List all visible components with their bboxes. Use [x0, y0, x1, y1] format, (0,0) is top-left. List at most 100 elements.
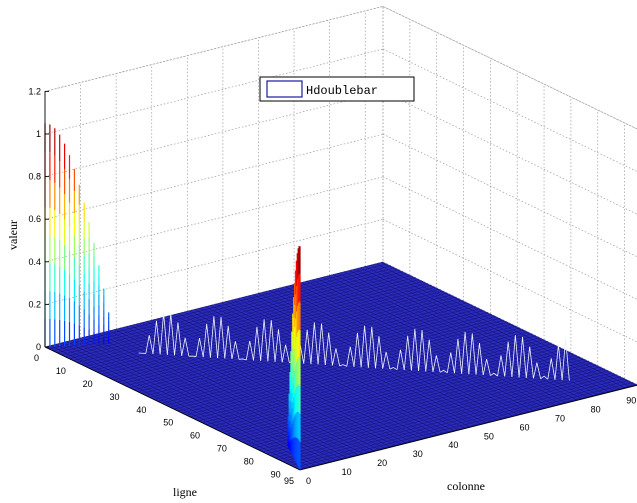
y-tick-label: 10: [342, 467, 352, 477]
floor-mesh-line: [285, 286, 541, 410]
floor-mesh-line: [226, 301, 482, 425]
floor-mesh-line: [197, 335, 537, 422]
floor-mesh-line: [119, 327, 375, 452]
floor-mesh-line: [254, 362, 593, 449]
z-tick-label: 1.2: [28, 86, 41, 96]
floor-mesh-line: [258, 364, 597, 451]
ripple-mark: [174, 322, 183, 356]
floor-mesh-line: [52, 265, 392, 352]
floor-mesh-line: [279, 287, 535, 412]
z-tick-label: 0: [36, 342, 41, 352]
floor-mesh-line: [222, 347, 561, 433]
x-tick-label: 95: [284, 476, 294, 486]
floor-mesh-line: [269, 290, 525, 414]
floor-mesh-line: [193, 333, 533, 420]
ripple-mark: [475, 343, 484, 376]
floor-mesh-line: [185, 329, 524, 416]
x-axis-label: ligne: [173, 485, 197, 499]
floor-mesh-line: [130, 325, 386, 449]
floor-mesh-line: [81, 279, 420, 365]
floor-mesh-line: [290, 380, 629, 466]
floor-mesh-line: [246, 358, 585, 445]
z-gridline: [382, 6, 637, 130]
x-tick-label: 20: [83, 379, 93, 389]
ripple-mark: [411, 328, 419, 371]
floor-mesh-line: [157, 316, 496, 402]
floor-mesh-line: [381, 262, 637, 386]
floor-mesh-line: [215, 303, 471, 428]
ripple-mark: [267, 320, 276, 362]
y-tick-label: 70: [555, 413, 565, 423]
floor-mesh-line: [306, 281, 562, 405]
y-axis-line: [299, 384, 637, 471]
legend: Hdoublebar: [259, 76, 415, 102]
floor-mesh-line: [140, 322, 397, 447]
ripple-mark: [217, 316, 226, 359]
floor-mesh-line: [286, 378, 625, 464]
ripple-mark: [145, 335, 154, 354]
floor-mesh-line: [242, 297, 498, 421]
z-gridline: [382, 219, 637, 343]
floor-mesh-line: [282, 376, 621, 462]
floor-mesh-line: [161, 318, 500, 404]
ripple-mark: [152, 320, 161, 355]
ripple-mark: [561, 338, 570, 381]
floor-mesh-line: [173, 323, 512, 410]
ripple-mark: [310, 322, 319, 365]
x-tick-label: 40: [136, 405, 146, 415]
floor-mesh-line: [201, 337, 541, 423]
ripple-mark: [202, 323, 211, 358]
ripple-mark: [166, 313, 175, 356]
ripple-mark: [332, 348, 341, 366]
ripple-mark: [439, 369, 448, 374]
ripple-mark: [159, 312, 168, 355]
ripple-mark: [360, 325, 369, 368]
surface-floor: [44, 261, 637, 471]
floor-mesh-line: [69, 273, 408, 359]
floor-mesh-line: [359, 267, 615, 392]
ripple-mark: [303, 329, 312, 365]
ripple-mark: [181, 337, 190, 357]
z-gridline: [382, 48, 637, 172]
z-tick-label: 0.6: [28, 214, 41, 224]
x-tick-label: 30: [110, 392, 120, 402]
floor-mesh-line: [181, 327, 520, 414]
floor-mesh-line: [237, 298, 493, 422]
ripple-mark: [245, 340, 254, 361]
ripple-mark: [504, 341, 513, 377]
floor-mesh-line: [204, 306, 461, 430]
floor-mesh-line: [210, 305, 466, 429]
floor-mesh-line: [274, 372, 613, 458]
floor-mesh-line: [109, 292, 448, 379]
surface-spikes: [44, 123, 301, 470]
z-axis-label: valeur: [6, 220, 20, 250]
ripple-mark: [446, 352, 455, 374]
x-tick-label: 0: [34, 353, 39, 363]
z-gridline: [382, 176, 637, 300]
floor-mesh-line: [189, 331, 529, 418]
x-tick-label: 60: [190, 431, 200, 441]
ripple-mark: [533, 362, 542, 379]
ripple-mark: [468, 333, 477, 375]
ripple-mark: [324, 332, 333, 366]
floor-mesh-line: [178, 313, 434, 437]
floor-mesh-line: [121, 298, 460, 385]
floor-mesh-line: [317, 278, 573, 402]
floor-mesh-line: [113, 294, 452, 381]
ripple-mark: [260, 319, 269, 362]
floor-mesh-line: [92, 334, 349, 459]
floor-mesh-line: [65, 271, 404, 357]
floor-mesh-line: [89, 283, 428, 369]
floor-mesh-line: [98, 333, 354, 457]
floor-mesh-line: [73, 275, 412, 361]
z-gridline: [44, 91, 384, 177]
floor-mesh-line: [61, 269, 400, 356]
floor-mesh-line: [108, 330, 365, 455]
surface-ripples: [138, 312, 570, 381]
ripple-mark: [231, 341, 240, 360]
floor-mesh-line: [55, 344, 311, 468]
floor-mesh-line: [77, 277, 416, 363]
z-gridline: [44, 176, 384, 263]
floor-mesh-line: [210, 341, 549, 427]
